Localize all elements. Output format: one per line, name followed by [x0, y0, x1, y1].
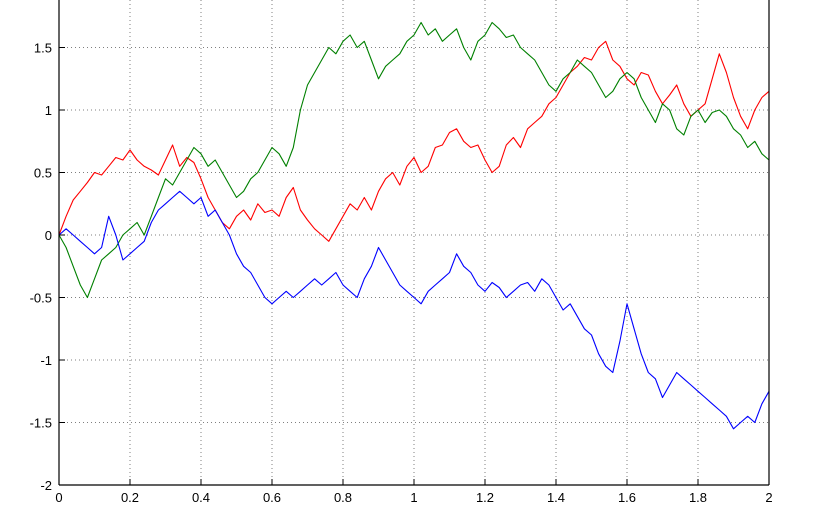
y-tick-label: -0.5: [30, 291, 52, 306]
x-tick-label: 1: [410, 490, 417, 505]
x-tick-label: 0.2: [121, 490, 139, 505]
y-tick-label: 1.5: [34, 41, 52, 56]
y-tick-label: -1.5: [30, 416, 52, 431]
y-tick-label: -2: [40, 478, 52, 493]
x-tick-label: 2: [765, 490, 772, 505]
y-tick-labels: -2 -1.5 -1 -0.5 0 0.5 1 1.5: [30, 41, 52, 494]
series-line-2: [58, 21, 770, 299]
x-tick-labels: 0 0.2 0.4 0.6 0.8 1 1.2 1.4 1.6 1.8 2: [55, 490, 772, 505]
series-line-3: [58, 190, 770, 430]
y-tick-label: -1: [40, 353, 52, 368]
x-tick-label: 0: [55, 490, 62, 505]
series-line-1: [58, 40, 770, 242]
x-tick-label: 0.8: [334, 490, 352, 505]
grid-lines: [59, 0, 769, 485]
y-tick-label: 1: [45, 103, 52, 118]
x-tick-label: 1.8: [689, 490, 707, 505]
axes: [58, 0, 770, 486]
y-tick-label: 0: [45, 228, 52, 243]
x-tick-label: 0.4: [192, 490, 210, 505]
series-group: [58, 21, 770, 430]
y-tick-label: 0.5: [34, 166, 52, 181]
x-tick-label: 1.2: [476, 490, 494, 505]
x-tick-label: 1.4: [547, 490, 565, 505]
x-tick-label: 0.6: [263, 490, 281, 505]
x-tick-label: 1.6: [618, 490, 636, 505]
